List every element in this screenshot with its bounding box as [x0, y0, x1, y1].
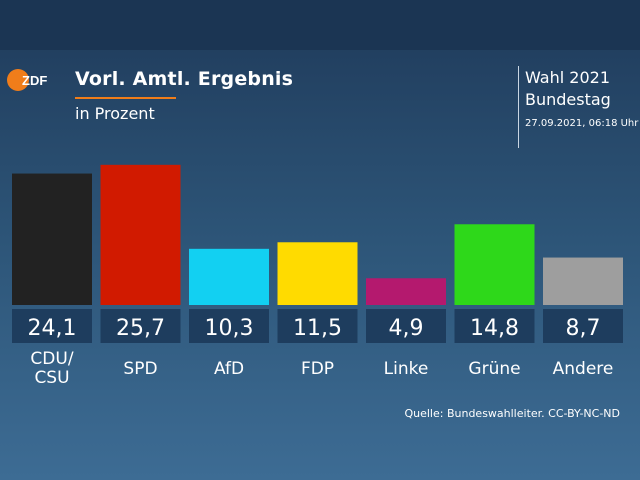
chart-subtitle: in Prozent [75, 104, 155, 123]
data-label: 24,1 [28, 316, 77, 341]
category-label: Grüne [468, 359, 520, 379]
value-box [454, 309, 535, 343]
top-band [0, 0, 640, 50]
title-underline [75, 97, 176, 99]
value-box [100, 309, 181, 343]
header-divider [518, 66, 519, 148]
bar [454, 224, 535, 305]
election-subtitle: Bundestag [525, 90, 611, 109]
value-box [366, 309, 446, 343]
chart-title: Vorl. Amtl. Ergebnis [75, 68, 294, 90]
value-box [277, 309, 358, 343]
bar [543, 257, 623, 305]
value-box [12, 309, 92, 343]
data-label: 11,5 [293, 316, 342, 341]
bar [366, 278, 446, 305]
category-label: FDP [301, 359, 334, 379]
data-label: 10,3 [205, 316, 254, 341]
bar [189, 248, 269, 305]
category-label: Andere [553, 359, 614, 379]
data-label: 4,9 [389, 316, 424, 341]
category-label: Linke [384, 359, 429, 379]
value-box [189, 309, 269, 343]
data-label: 14,8 [470, 316, 519, 341]
value-box [543, 309, 623, 343]
category-label: SPD [123, 359, 157, 379]
election-title: Wahl 2021 [525, 68, 610, 87]
svg-text:ZDF: ZDF [22, 73, 47, 88]
zdf-logo: ZDF [7, 69, 47, 91]
data-label: 25,7 [116, 316, 165, 341]
source-note: Quelle: Bundeswahlleiter. CC-BY-NC-ND [404, 407, 620, 420]
bar [12, 173, 92, 305]
bar [100, 164, 181, 305]
category-label: CDU/CSU [30, 349, 73, 388]
data-label: 8,7 [566, 316, 601, 341]
bar [277, 242, 358, 305]
timestamp: 27.09.2021, 06:18 Uhr [525, 118, 639, 129]
category-label: AfD [214, 359, 244, 379]
